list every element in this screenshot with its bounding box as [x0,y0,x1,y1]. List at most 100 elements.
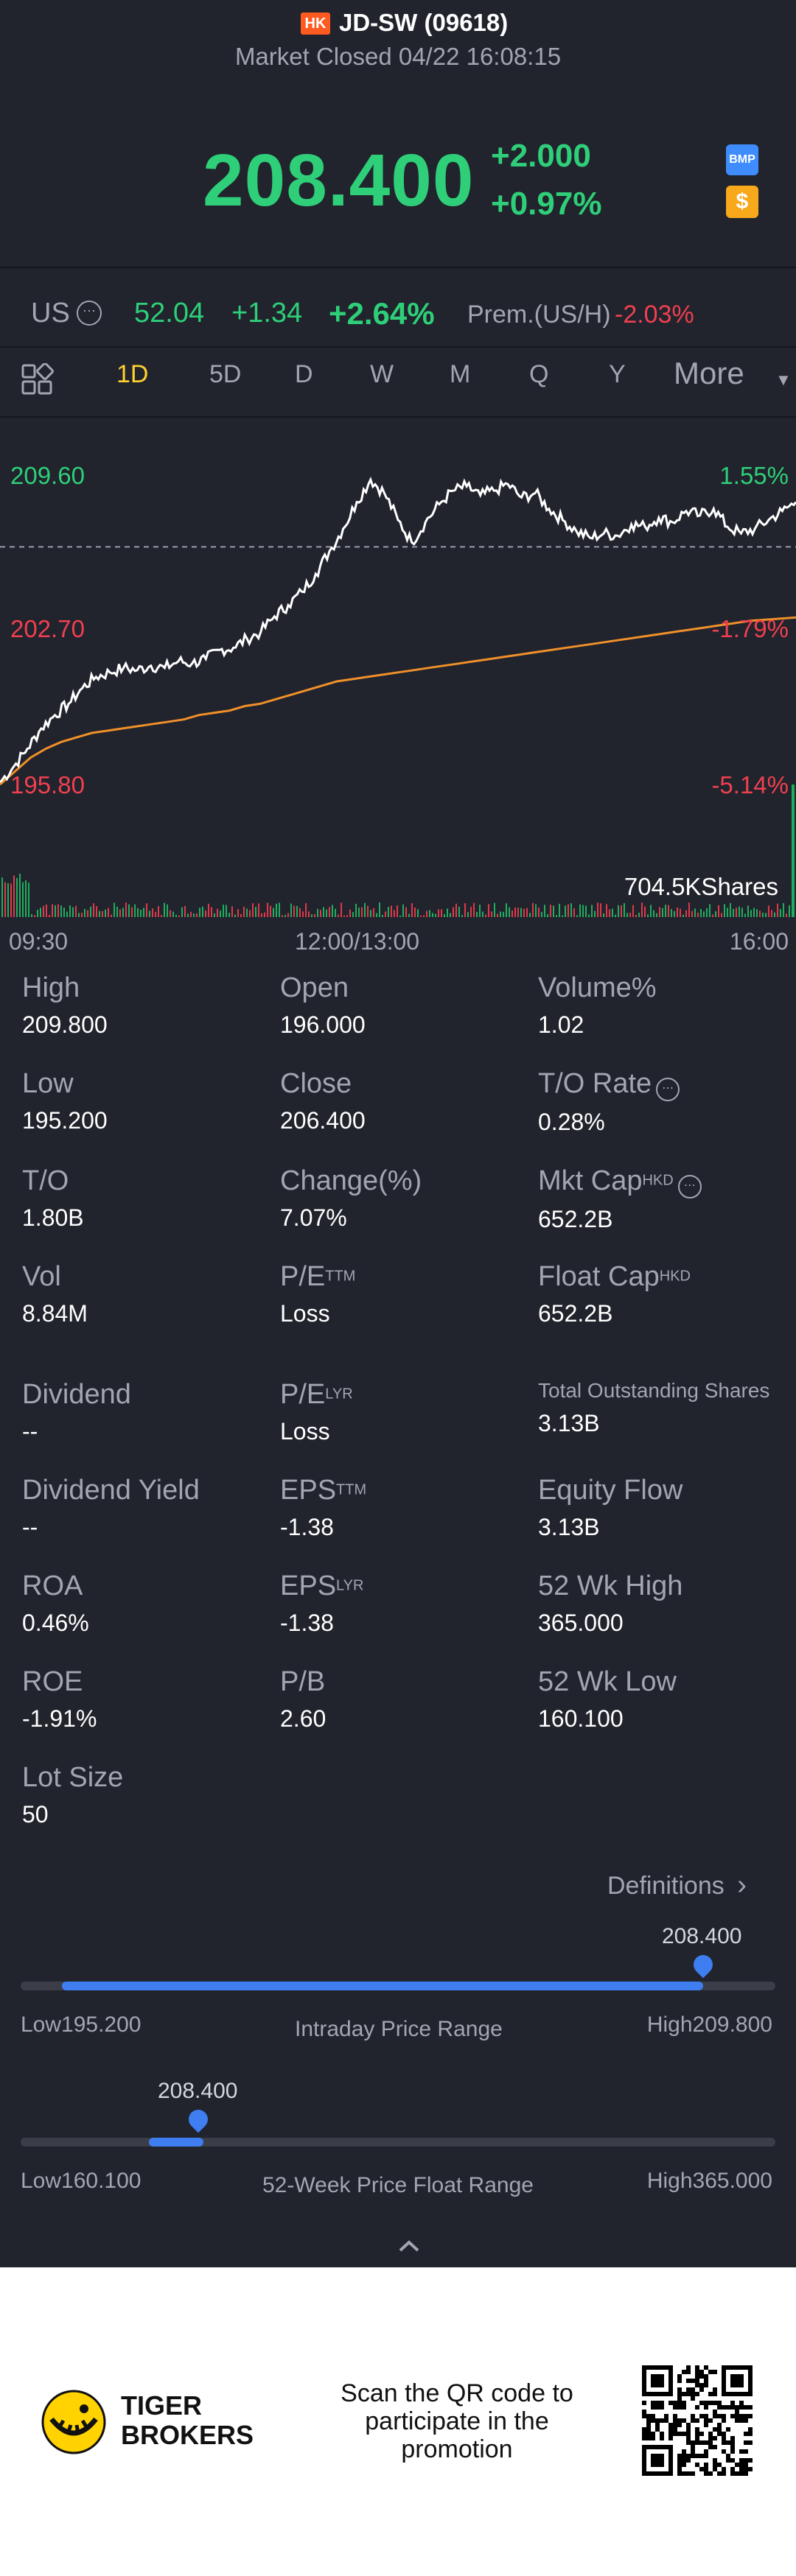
chevron-down-icon[interactable]: ▼ [775,371,792,389]
range-current-value: 208.400 [158,2079,238,2103]
promo-text: Scan the QR code to participate in the p… [317,2379,597,2463]
volume-bar [125,902,127,917]
volume-bar [276,903,277,917]
info-icon[interactable]: ⋯ [677,1174,702,1198]
volume-bar [78,913,80,917]
y-axis-mid-pct: -1.79% [711,615,789,642]
range-fill [62,1982,703,1990]
volume-bar [358,908,360,917]
stat-label: ROA [22,1570,83,1601]
volume-bar [19,873,21,917]
stat-value: 652.2B [538,1300,613,1327]
volume-bar [691,910,693,917]
volume-bar [402,904,404,917]
volume-bar [582,905,584,917]
volume-bar [52,904,53,917]
chevron-up-icon[interactable] [398,2231,420,2259]
range-low-label: Low160.100 [21,2169,142,2193]
volume-bar [500,911,501,917]
volume-bar [747,905,749,917]
volume-bar [473,902,475,917]
stat-item: P/ELYR Loss [280,1379,353,1445]
volume-bar [317,908,318,917]
volume-bar [559,903,560,917]
volume-bar [116,906,118,917]
info-icon[interactable]: ⋯ [656,1077,680,1101]
volume-bar [467,912,469,917]
intraday-chart[interactable]: 209.60 1.55% 202.70 -1.79% 195.80 -5.14%… [0,416,796,917]
range-current-value: 208.400 [662,1924,742,1948]
grid-icon[interactable] [21,362,55,397]
definitions-link[interactable]: Definitions › [607,1870,747,1901]
stat-value: 0.28% [538,1108,605,1135]
dollar-icon[interactable]: $ [726,186,758,218]
volume-bar [556,915,557,917]
tab-w[interactable]: W [370,360,394,388]
tab-d[interactable]: D [295,360,313,388]
stat-item: Vol 8.84M [22,1261,88,1327]
volume-bar [777,903,778,917]
us-quote-row[interactable]: US ⋯ 52.04 +1.34 +2.64% Prem.(US/H) -2.0… [0,271,796,346]
volume-bar [361,907,363,917]
price-change-percent: +0.97% [491,186,602,222]
volume-bar [444,914,445,917]
volume-bar [721,913,722,917]
stat-label: P/E [280,1261,326,1292]
volume-bar [75,905,77,917]
volume-bar [137,908,139,917]
volume-bar [774,912,775,917]
volume-bar [585,905,587,917]
stat-value: 652.2B [538,1205,613,1232]
bmp-icon[interactable]: BMP [726,144,758,175]
stat-item: Total Outstanding Shares 3.13B [538,1379,769,1437]
volume-bar [134,904,136,917]
stat-label-superscript: HKD [642,1172,674,1189]
volume-bar [435,913,436,917]
ticker-title[interactable]: JD-SW (09618) [339,9,509,36]
volume-bar [102,910,103,917]
tab-m[interactable]: M [450,360,471,388]
tab-more[interactable]: More [674,356,744,390]
volume-bar [618,905,619,917]
market-status: Market Closed 04/22 16:08:15 [234,43,562,70]
tab-q[interactable]: Q [529,360,549,388]
period-tabs: 1D 5D D W M Q Y More ▼ [0,350,796,416]
volume-bar [671,909,672,917]
volume-bar [485,914,486,917]
range-title: 52-Week Price Float Range [262,2173,534,2197]
premium-value: -2.03% [615,301,694,329]
qr-code[interactable] [641,2365,753,2477]
range-track [21,2138,775,2147]
stat-label: Change(%) [280,1165,422,1196]
info-icon[interactable]: ⋯ [77,301,102,326]
volume-bar [688,902,690,917]
volume-bar [541,911,542,917]
stat-value: -- [22,1514,38,1540]
volume-bar [379,902,380,917]
stat-label: EPS [280,1570,337,1601]
volume-bar [629,913,631,917]
tab-5d[interactable]: 5D [209,360,242,388]
volume-bar [789,905,790,917]
time-end-label: 16:00 [729,928,789,955]
tab-1d[interactable]: 1D [116,360,149,388]
stat-label-superscript: LYR [336,1577,364,1594]
stat-label: Equity Flow [538,1475,683,1506]
volume-bar [128,904,130,917]
volume-bar [13,875,15,917]
stat-item: Volume% 1.02 [538,972,657,1039]
volume-bar [538,908,540,917]
volume-bar [512,910,513,917]
volume-bar [293,905,295,917]
volume-bar [594,910,596,917]
volume-bar [311,914,313,917]
tab-y[interactable]: Y [609,360,626,388]
volume-bar [579,904,581,917]
volume-bar [105,909,106,917]
volume-bar [680,908,681,917]
volume-bar [57,904,59,917]
volume-bar [214,913,215,917]
volume-bar [296,905,298,917]
y-axis-high-pct: 1.55% [719,462,789,489]
promo-line-2: participate in the [365,2407,549,2435]
